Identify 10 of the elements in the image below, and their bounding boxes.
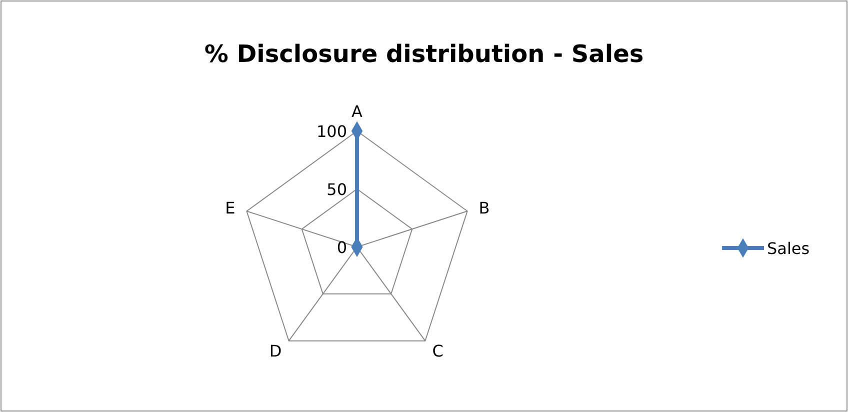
spoke-label: E <box>225 198 236 218</box>
spoke-label: A <box>352 102 363 121</box>
y-tick-label: 100 <box>316 122 347 141</box>
legend-label: Sales <box>767 239 810 258</box>
spoke-label: C <box>432 342 444 361</box>
y-tick-label: 0 <box>336 238 347 257</box>
chart-title: % Disclosure distribution - Sales <box>204 40 644 68</box>
spoke-label: B <box>478 198 490 218</box>
spoke-label: D <box>269 342 282 361</box>
y-tick-label: 50 <box>326 180 347 199</box>
